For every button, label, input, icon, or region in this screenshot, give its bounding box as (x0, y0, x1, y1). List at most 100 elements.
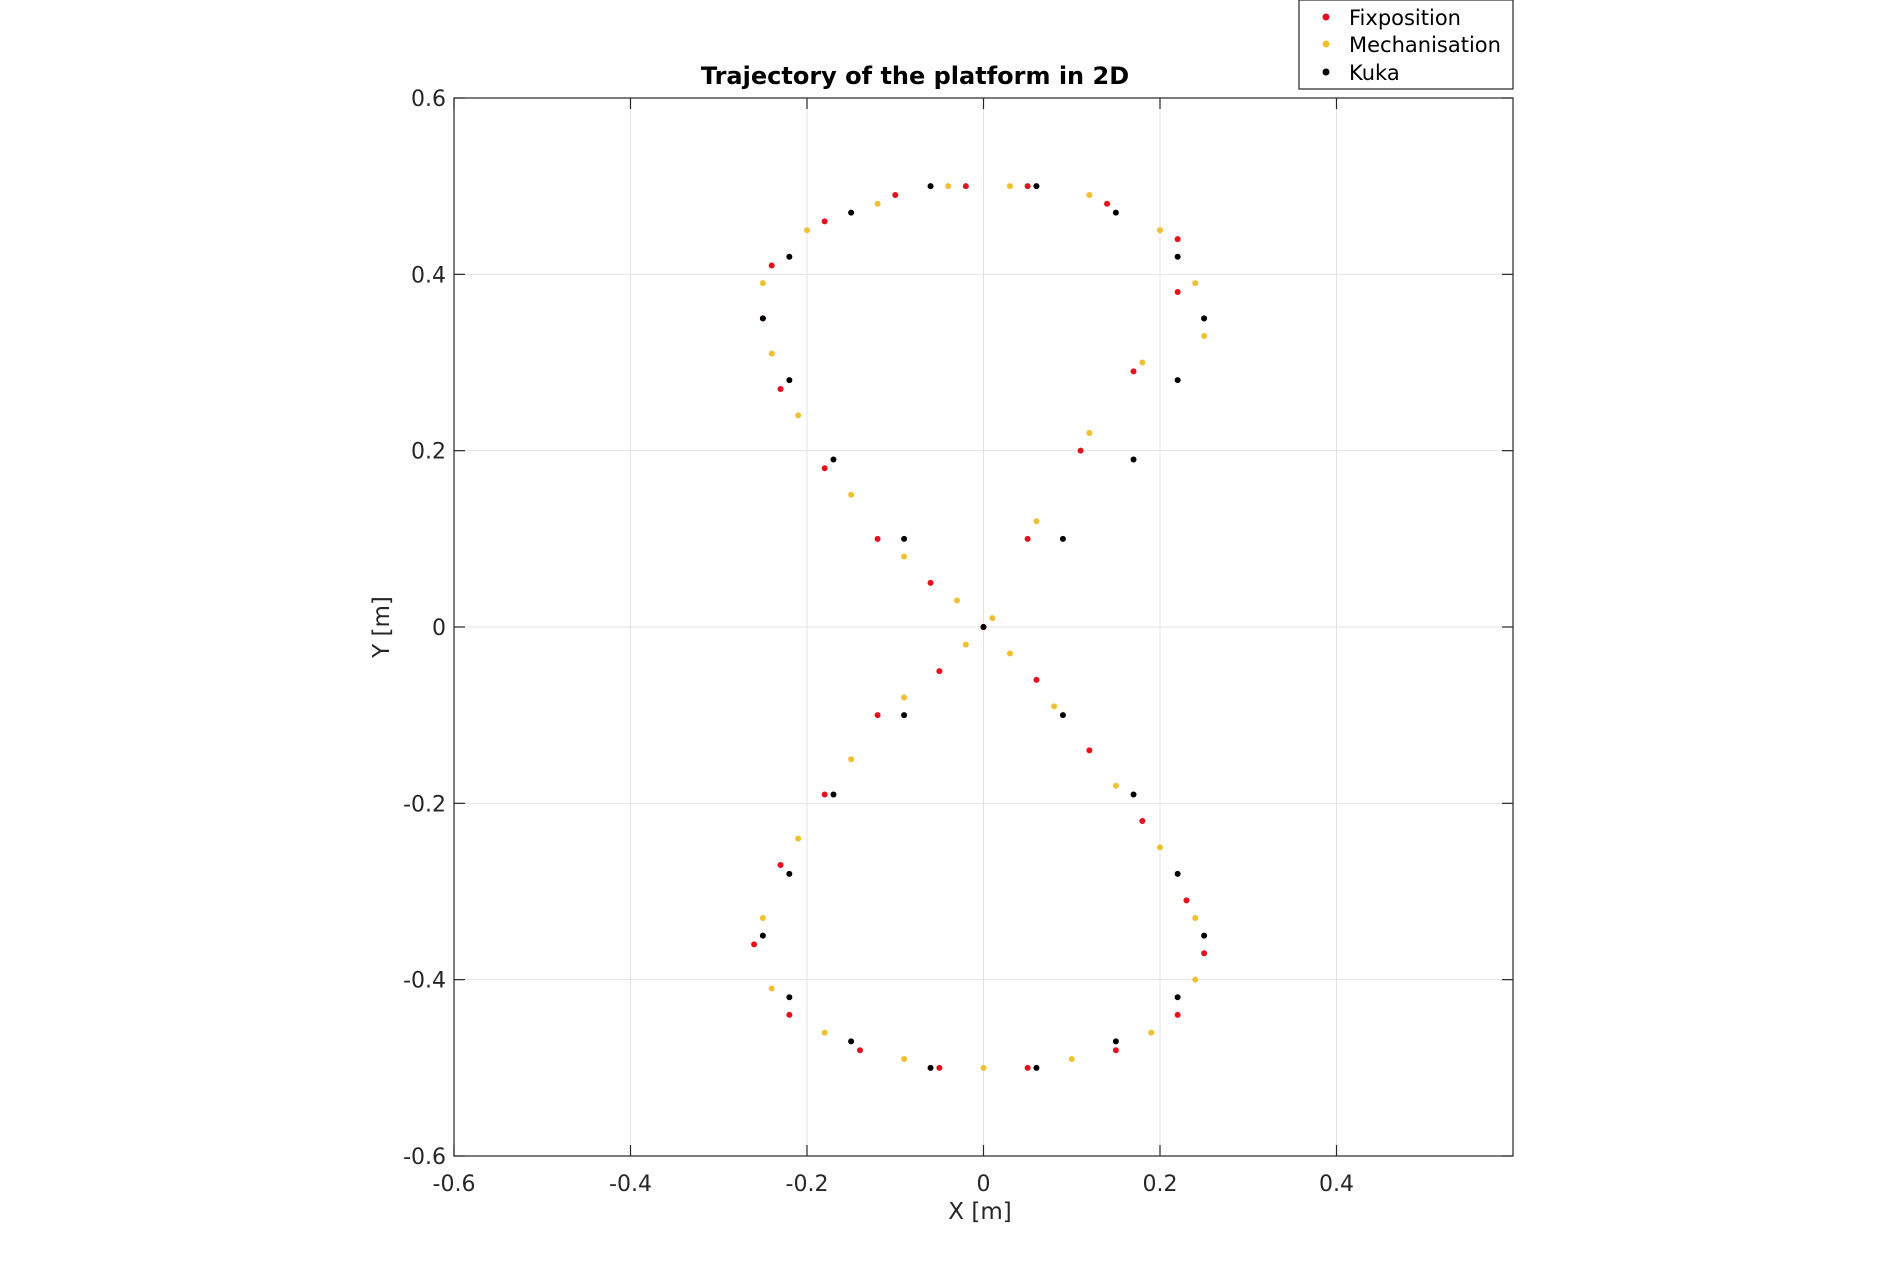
data-point-fixposition (777, 385, 784, 392)
data-point-kuka (1174, 377, 1181, 384)
data-point-kuka (927, 183, 934, 190)
data-point-mechanisation (874, 200, 881, 207)
series-kuka (759, 183, 1208, 1071)
x-tick-label: 0.4 (1319, 1172, 1354, 1197)
data-point-fixposition (927, 579, 934, 586)
data-point-mechanisation (901, 1056, 908, 1063)
data-point-mechanisation (1006, 183, 1013, 190)
ticks (453, 97, 1513, 1157)
data-point-mechanisation (1192, 914, 1199, 921)
y-tick-label: 0.2 (411, 440, 446, 465)
x-tick-label: -0.6 (433, 1172, 476, 1197)
data-point-kuka (848, 209, 855, 216)
data-point-fixposition (1024, 535, 1031, 542)
data-point-mechanisation (1006, 650, 1013, 657)
data-point-mechanisation (1112, 782, 1119, 789)
y-tick-label: 0.6 (411, 87, 446, 112)
data-point-fixposition (821, 791, 828, 798)
data-point-fixposition (751, 941, 758, 948)
legend-marker-mechanisation (1322, 40, 1330, 48)
data-point-kuka (1174, 994, 1181, 1001)
data-point-mechanisation (759, 914, 766, 921)
data-point-mechanisation (1033, 518, 1040, 525)
data-point-fixposition (1174, 236, 1181, 243)
data-point-fixposition (1201, 950, 1208, 957)
data-point-kuka (1059, 535, 1066, 542)
data-point-mechanisation (821, 1029, 828, 1036)
data-point-kuka (830, 456, 837, 463)
legend: Fixposition Mechanisation Kuka (1298, 0, 1514, 90)
data-point-fixposition (874, 712, 881, 719)
data-point-mechanisation (954, 597, 961, 604)
data-point-fixposition (1077, 447, 1084, 454)
x-tick-label: 0 (977, 1172, 991, 1197)
data-point-fixposition (1112, 1047, 1119, 1054)
data-point-kuka (1112, 209, 1119, 216)
data-point-kuka (1033, 183, 1040, 190)
tick-labels: -0.6 -0.4 -0.2 0 0.2 0.4 0.6 0.4 0.2 0 -0.2 -0.4 -0.… (403, 87, 1354, 1197)
data-point-fixposition (1033, 676, 1040, 683)
data-point-mechanisation (804, 227, 810, 234)
data-point-fixposition (892, 191, 899, 198)
data-point-fixposition (962, 183, 969, 190)
data-point-mechanisation (768, 350, 775, 357)
data-point-kuka (1130, 456, 1137, 463)
data-point-mechanisation (901, 553, 908, 560)
data-point-fixposition (1104, 200, 1111, 207)
data-point-fixposition (1024, 183, 1031, 190)
series-mechanisation (759, 183, 1208, 1071)
data-point-kuka (759, 315, 766, 322)
data-point-fixposition (786, 1011, 793, 1018)
data-point-mechanisation (1086, 191, 1093, 198)
legend-label-fixposition: Fixposition (1349, 6, 1461, 30)
data-point-fixposition (1024, 1064, 1031, 1071)
data-point-kuka (786, 994, 793, 1001)
data-point-kuka (1033, 1064, 1040, 1071)
data-point-kuka (1112, 1038, 1119, 1045)
data-point-kuka (980, 624, 987, 630)
data-point-mechanisation (1068, 1056, 1075, 1063)
data-point-fixposition (936, 668, 943, 675)
y-tick-label: 0.4 (411, 263, 446, 288)
data-point-fixposition (936, 1064, 943, 1071)
data-point-mechanisation (1192, 280, 1199, 287)
data-point-mechanisation (1051, 703, 1058, 710)
data-point-mechanisation (759, 280, 766, 287)
data-point-kuka (1130, 791, 1137, 798)
data-point-kuka (901, 535, 908, 542)
x-tick-label: -0.2 (786, 1172, 829, 1197)
y-tick-label: -0.4 (403, 969, 446, 994)
x-axis-label: X [m] (948, 1199, 1011, 1225)
data-point-fixposition (821, 218, 828, 225)
data-point-mechanisation (1148, 1029, 1155, 1036)
data-point-kuka (848, 1038, 855, 1045)
data-point-mechanisation (901, 694, 908, 701)
legend-marker-kuka (1322, 68, 1330, 76)
x-tick-label: 0.2 (1143, 1172, 1178, 1197)
data-point-mechanisation (989, 615, 996, 622)
data-point-fixposition (821, 465, 828, 472)
data-point-mechanisation (848, 756, 855, 763)
data-point-kuka (1201, 315, 1208, 322)
data-point-mechanisation (1192, 976, 1199, 983)
data-point-kuka (1059, 712, 1066, 719)
data-point-mechanisation (962, 641, 969, 648)
data-point-kuka (927, 1064, 934, 1071)
data-point-fixposition (768, 262, 775, 269)
y-tick-label: -0.6 (403, 1145, 446, 1170)
data-point-mechanisation (795, 412, 802, 419)
data-point-fixposition (1174, 288, 1181, 295)
data-point-mechanisation (1157, 844, 1163, 851)
data-point-mechanisation (980, 1064, 987, 1071)
data-point-fixposition (1174, 1011, 1181, 1018)
data-point-kuka (901, 712, 908, 719)
data-points (751, 183, 1208, 1071)
data-point-kuka (830, 791, 837, 798)
y-tick-label: 0 (432, 616, 446, 641)
data-point-kuka (786, 253, 793, 260)
data-point-fixposition (874, 535, 881, 542)
legend-box (1298, 0, 1514, 90)
data-point-fixposition (1086, 747, 1093, 754)
